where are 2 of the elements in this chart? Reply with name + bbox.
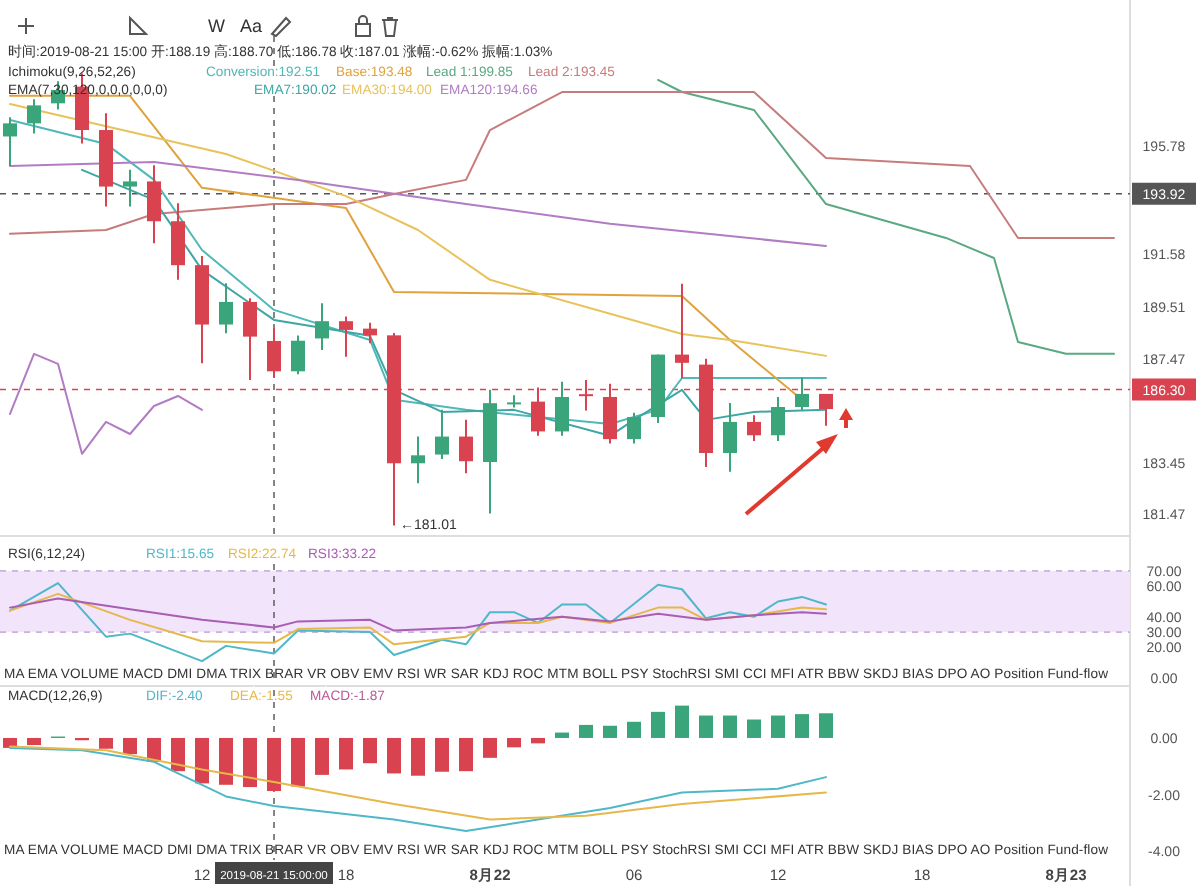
text: Aa [240, 16, 263, 36]
text: W [208, 16, 226, 36]
